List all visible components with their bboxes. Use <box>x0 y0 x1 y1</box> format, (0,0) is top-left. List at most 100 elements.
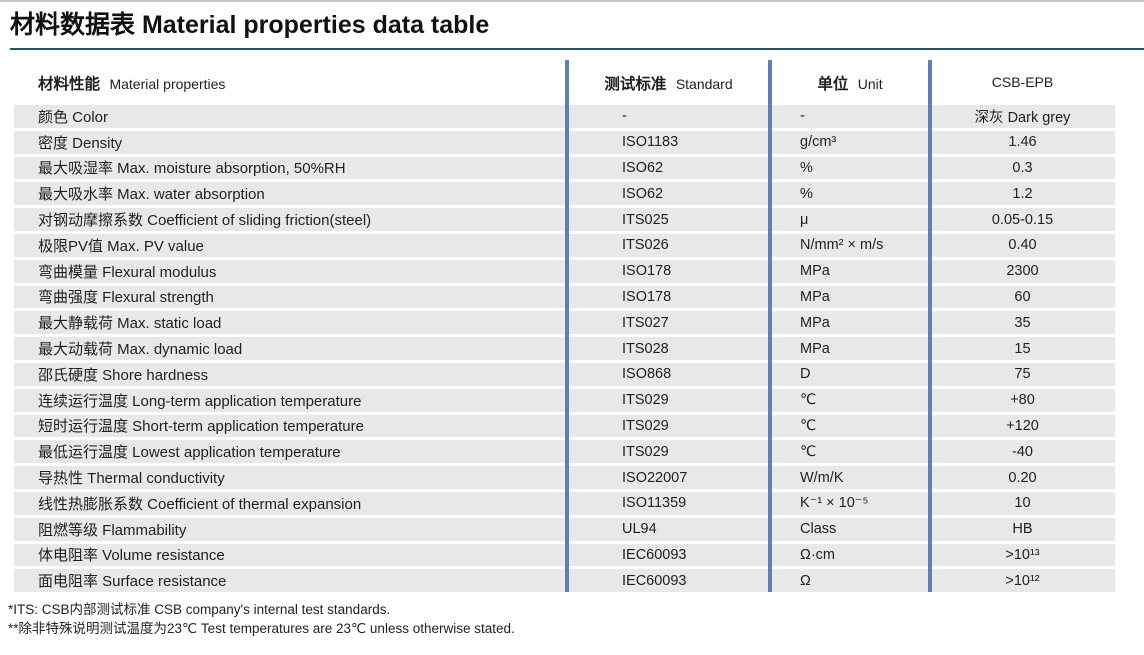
row-property-label: 线性热膨胀系数 Coefficient of thermal expansion <box>38 495 362 513</box>
row-grade-value: +80 <box>1010 392 1035 409</box>
row-grade-value: 75 <box>1014 366 1031 383</box>
table-row: 体电阻率 Volume resistance IEC60093 Ω·cm >10¹³ <box>14 543 1115 567</box>
table-row: 最大动载荷 Max. dynamic load ITS028 MPa 15 <box>14 337 1115 360</box>
row-standard-value: ITS029 <box>622 417 669 434</box>
row-grade-value: 0.40 <box>1008 237 1037 254</box>
row-property-label: 颜色 Color <box>38 108 109 126</box>
row-unit-value: g/cm³ <box>800 134 837 151</box>
row-grade-value: 15 <box>1014 340 1031 357</box>
table-row: 极限PV值 Max. PV value ITS026 N/mm² × m/s 0.40 <box>14 233 1115 257</box>
row-property-label: 最大静载荷 Max. static load <box>38 315 222 333</box>
row-unit-value: Class <box>800 521 837 538</box>
material-properties-table: 材料性能 Material properties 测试标准 Standard 单… <box>14 60 1115 593</box>
table-row: 弯曲强度 Flexural strength ISO178 MPa 60 <box>14 285 1115 309</box>
row-standard-value: ISO11359 <box>622 495 687 512</box>
header-material-properties-zh: 材料性能 <box>38 75 101 93</box>
row-property-label: 最大吸水率 Max. water absorption <box>38 186 265 204</box>
row-property-label: 最大动载荷 Max. dynamic load <box>38 341 243 359</box>
row-grade-value: 0.20 <box>1008 469 1037 486</box>
row-standard-value: ISO62 <box>622 185 664 202</box>
row-standard-value: ITS025 <box>622 211 669 228</box>
row-standard-value: ITS028 <box>622 340 669 357</box>
row-standard-value: IEC60093 <box>622 546 687 563</box>
row-grade-value: 深灰 Dark grey <box>974 109 1071 126</box>
row-unit-value: ℃ <box>800 417 817 434</box>
row-standard-value: ITS026 <box>622 237 669 254</box>
table-row: 最大吸水率 Max. water absorption ISO62% 1.2 <box>14 182 1115 206</box>
column-divider-3 <box>928 60 932 593</box>
row-unit-value: % <box>800 159 813 176</box>
row-standard-value: - <box>622 108 627 125</box>
row-grade-value: 2300 <box>1006 263 1039 280</box>
row-unit-value: MPa <box>800 314 830 331</box>
row-property-label: 阻燃等级 Flammability <box>38 521 187 539</box>
row-grade-value: 60 <box>1014 288 1031 305</box>
table-row: 导热性 Thermal conductivity ISO22007 W/m/K 0.2… <box>14 466 1115 489</box>
row-property-label: 导热性 Thermal conductivity <box>38 470 225 488</box>
row-unit-value: N/mm² × m/s <box>800 237 884 254</box>
row-property-label: 体电阻率 Volume resistance <box>38 547 225 565</box>
table-header-row: 材料性能 Material properties 测试标准 Standard 单… <box>14 60 1115 105</box>
table-row: 密度 Density ISO1183 g/cm³ 1.46 <box>14 130 1115 154</box>
row-standard-value: ISO22007 <box>622 469 688 486</box>
table-row: 最低运行温度 Lowest application temperature ITS… <box>14 440 1115 464</box>
row-property-label: 面电阻率 Surface resistance <box>38 573 227 591</box>
title-rule <box>10 48 1144 50</box>
header-unit-en: Unit <box>857 75 883 92</box>
row-grade-value: >10¹³ <box>1005 546 1040 563</box>
row-standard-value: ISO62 <box>622 159 664 176</box>
row-standard-value: ITS029 <box>622 443 669 460</box>
row-standard-value: IEC60093 <box>622 572 687 589</box>
page-title: 材料数据表 Material properties data table <box>10 11 490 39</box>
row-property-label: 最大吸湿率 Max. moisture absorption, 50%RH <box>38 160 346 178</box>
row-property-label: 对钢动摩擦系数 Coefficient of sliding friction(… <box>38 212 372 230</box>
row-property-label: 弯曲强度 Flexural strength <box>38 289 214 307</box>
table-row: 短时运行温度 Short-term application temperatur… <box>14 414 1115 438</box>
table-row: 阻燃等级 Flammability UL94 Class HB <box>14 517 1115 541</box>
row-unit-value: ℃ <box>800 392 817 409</box>
table-row: 弯曲模量 Flexural modulus ISO178 MPa 2300 <box>14 259 1115 283</box>
footnote-temperature: **除非特殊说明测试温度为23℃ Test temperatures are 2… <box>8 621 515 637</box>
row-unit-value: - <box>800 108 805 125</box>
row-standard-value: UL94 <box>622 521 657 538</box>
row-standard-value: ISO178 <box>622 263 672 280</box>
row-grade-value: 1.2 <box>1012 185 1033 202</box>
header-grade-csb-epb: CSB-EPB <box>930 74 1115 92</box>
row-grade-value: -40 <box>1012 443 1033 460</box>
row-grade-value: 1.46 <box>1008 134 1037 151</box>
column-divider-1 <box>565 60 569 593</box>
header-standard-en: Standard <box>675 75 733 92</box>
row-property-label: 邵氏硬度 Shore hardness <box>38 366 209 384</box>
row-property-label: 最低运行温度 Lowest application temperature <box>38 444 341 462</box>
row-unit-value: MPa <box>800 263 830 280</box>
header-standard-zh: 测试标准 <box>604 75 667 93</box>
row-property-label: 短时运行温度 Short-term application temperatur… <box>38 418 364 436</box>
row-unit-value: ℃ <box>800 443 817 460</box>
row-unit-value: Ω·cm <box>800 546 835 563</box>
row-unit-value: MPa <box>800 288 830 305</box>
column-divider-2 <box>768 60 772 593</box>
row-unit-value: K⁻¹ × 10⁻⁵ <box>800 495 869 512</box>
header-material-properties-en: Material properties <box>109 75 226 92</box>
table-row: 颜色 Color - - 深灰 Dark grey <box>14 105 1115 128</box>
table-row: 线性热膨胀系数 Coefficient of thermal expansion… <box>14 491 1115 515</box>
table-row: 最大静载荷 Max. static load ITS027 MPa 35 <box>14 311 1115 335</box>
table-row: 邵氏硬度 Shore hardness ISO868 D 75 <box>14 362 1115 386</box>
row-grade-value: HB <box>1012 521 1033 538</box>
table-row: 连续运行温度 Long-term application temperature… <box>14 388 1115 412</box>
row-property-label: 密度 Density <box>38 134 123 152</box>
header-grade-label: CSB-EPB <box>991 73 1054 90</box>
table-row: 面电阻率 Surface resistance IEC60093 Ω >10¹² <box>14 569 1115 593</box>
row-unit-value: D <box>800 366 811 383</box>
row-property-label: 极限PV值 Max. PV value <box>38 237 204 255</box>
row-grade-value: +120 <box>1006 417 1039 434</box>
footnotes: *ITS: CSB内部测试标准 CSB company's internal t… <box>8 600 1144 638</box>
row-grade-value: 0.05-0.15 <box>991 211 1054 228</box>
row-standard-value: ISO868 <box>622 366 672 383</box>
row-standard-value: ISO178 <box>622 288 672 305</box>
row-grade-value: 0.3 <box>1012 159 1033 176</box>
row-unit-value: μ <box>800 211 809 228</box>
row-unit-value: % <box>800 185 813 202</box>
row-property-label: 弯曲模量 Flexural modulus <box>38 263 217 281</box>
